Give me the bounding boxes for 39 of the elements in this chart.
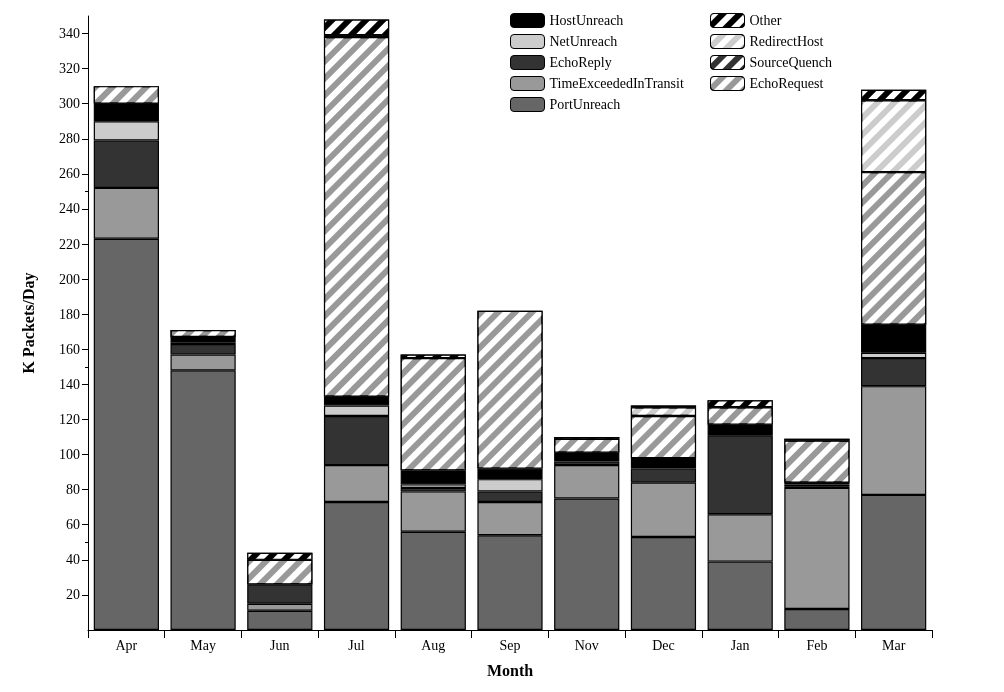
x-tick-label: Jan [730,637,750,653]
y-tick-label: 300 [59,96,80,112]
legend-label: NetUnreach [549,34,618,49]
y-tick-label: 340 [59,26,80,42]
y-tick-label: 160 [59,341,80,357]
x-tick-label: Sep [499,637,521,653]
y-tick-label: 100 [59,447,80,463]
y-tick-label: 280 [59,131,80,147]
x-tick-label: May [190,637,216,653]
legend-label: RedirectHost [749,34,824,49]
y-tick-label: 240 [59,201,80,217]
y-tick-label: 180 [59,306,80,322]
y-tick-label: 320 [59,61,80,77]
x-axis-title: Month [486,661,534,679]
legend-label: EchoReply [549,55,612,70]
y-axis-title: K Packets/Day [19,272,38,374]
x-tick-label: Apr [115,637,138,653]
y-tick-label: 80 [66,482,80,498]
y-tick-label: 200 [59,271,80,287]
legend-label: SourceQuench [749,55,832,70]
legend-label: PortUnreach [549,97,621,112]
x-tick-label: Aug [421,637,446,653]
legend-label: EchoRequest [749,76,824,91]
y-tick-label: 140 [59,376,80,392]
x-tick-label: Mar [881,637,906,653]
legend-label: Other [749,13,782,28]
y-tick-label: 260 [59,166,80,182]
x-tick-label: Jun [270,637,290,653]
x-tick-label: Dec [652,637,675,653]
legend-label: TimeExceededInTransit [549,76,684,91]
y-tick-label: 220 [59,236,80,252]
y-tick-label: 20 [66,587,80,603]
legend-label: HostUnreach [549,13,624,28]
y-tick-label: 120 [59,411,80,427]
y-tick-label: 60 [66,517,80,533]
x-tick-label: Feb [806,637,828,653]
x-tick-label: Jul [348,637,365,653]
y-tick-label: 40 [66,552,80,568]
x-tick-label: Nov [574,637,599,653]
